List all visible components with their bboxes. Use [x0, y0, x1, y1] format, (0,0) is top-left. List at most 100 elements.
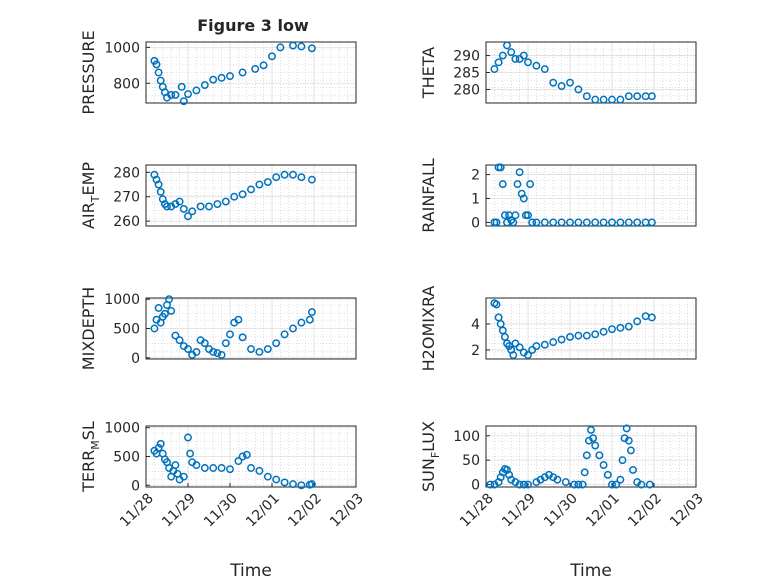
- data-point: [156, 439, 165, 448]
- data-point: [591, 330, 600, 339]
- data-point: [255, 348, 264, 356]
- data-point: [618, 456, 627, 465]
- data-point: [289, 324, 297, 333]
- data-point: [645, 480, 654, 489]
- data-point: [509, 218, 518, 227]
- data-point: [500, 211, 509, 220]
- subplot-sunflux: 0 50 100 SUNFLUX 11/28 11/29 11/30 12/01 12/02 12…: [419, 421, 707, 581]
- data-point: [305, 315, 314, 324]
- data-point: [280, 170, 289, 179]
- data-point: [599, 327, 608, 336]
- data-point: [192, 461, 201, 470]
- x-tick-label: 12/02: [285, 491, 325, 531]
- data-point: [192, 348, 201, 356]
- data-point: [599, 461, 608, 469]
- data-point: [624, 322, 633, 331]
- data-point: [209, 75, 218, 84]
- data-point: [272, 339, 281, 348]
- data-point: [307, 175, 316, 184]
- y-tick-label: 0: [131, 351, 140, 367]
- data-point: [578, 480, 587, 489]
- data-point: [574, 85, 583, 94]
- data-point: [200, 464, 209, 472]
- data-point: [608, 325, 616, 334]
- data-point: [152, 60, 161, 69]
- data-point: [186, 449, 195, 458]
- data-point: [574, 218, 583, 227]
- data-point: [507, 48, 516, 57]
- data-point: [171, 90, 180, 99]
- data-point: [184, 212, 192, 221]
- data-point: [276, 43, 285, 52]
- x-tick-label: 11/29: [159, 491, 199, 531]
- data-point: [263, 345, 272, 353]
- data-point: [549, 338, 558, 347]
- y-tick-label: 500: [113, 322, 140, 338]
- data-point: [492, 300, 501, 309]
- data-point: [200, 81, 209, 90]
- data-point: [624, 436, 633, 445]
- data-point: [171, 461, 180, 470]
- x-axis-label: Time: [229, 561, 272, 581]
- data-point: [595, 451, 604, 460]
- data-point: [209, 464, 218, 472]
- data-point: [509, 351, 518, 360]
- data-point: [633, 218, 642, 227]
- data-point: [647, 218, 656, 227]
- data-point: [515, 343, 524, 352]
- data-point: [184, 90, 192, 98]
- data-point: [307, 308, 316, 317]
- data-point: [599, 95, 608, 104]
- data-point: [272, 475, 281, 484]
- data-point: [242, 450, 251, 459]
- data-point: [221, 339, 230, 348]
- data-point: [297, 173, 306, 182]
- data-point: [582, 451, 591, 460]
- data-point: [179, 204, 188, 213]
- data-point: [255, 466, 264, 475]
- data-point: [226, 330, 234, 339]
- x-tick-label: 11/29: [499, 491, 539, 531]
- data-point: [566, 332, 574, 341]
- x-tick-label: 12/03: [327, 491, 367, 531]
- y-axis-label: PRESSURE: [79, 30, 98, 114]
- y-tick-label: 1000: [104, 292, 140, 308]
- data-point: [307, 44, 316, 53]
- data-point: [280, 330, 289, 339]
- data-point: [188, 207, 197, 216]
- x-tick-label: 12/01: [583, 491, 623, 531]
- data-point: [532, 342, 541, 350]
- data-point: [629, 465, 637, 474]
- y-tick-label: 0: [471, 215, 480, 231]
- data-point: [599, 218, 608, 227]
- axes-box: [485, 297, 697, 360]
- data-point: [566, 218, 574, 227]
- data-point: [633, 317, 642, 326]
- data-point: [154, 304, 163, 312]
- data-point: [647, 92, 656, 101]
- data-point: [238, 333, 247, 342]
- data-point: [582, 218, 591, 227]
- data-point: [519, 194, 528, 203]
- data-point: [234, 457, 243, 466]
- y-tick-label: 1000: [104, 40, 140, 56]
- y-axis-label: SUNFLUX: [419, 421, 442, 492]
- data-point: [549, 218, 558, 227]
- data-point: [511, 339, 520, 348]
- data-point: [494, 58, 503, 67]
- figure-title: Figure 3 low: [197, 16, 309, 35]
- data-point: [307, 480, 316, 489]
- y-tick-label: 280: [113, 165, 140, 181]
- y-tick-label: 1: [471, 191, 480, 207]
- data-point: [289, 170, 297, 179]
- data-point: [561, 478, 570, 487]
- data-point: [179, 472, 188, 481]
- data-point: [524, 211, 532, 220]
- data-point: [297, 481, 306, 490]
- y-tick-label: 1000: [104, 421, 140, 437]
- x-tick-label: 12/03: [667, 491, 707, 531]
